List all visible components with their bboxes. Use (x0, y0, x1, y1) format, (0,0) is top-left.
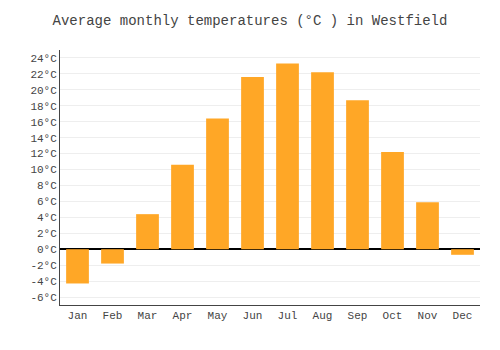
svg-text:14°C: 14°C (30, 133, 57, 145)
svg-text:4°C: 4°C (37, 212, 57, 224)
svg-text:Oct: Oct (383, 310, 403, 322)
svg-text:20°C: 20°C (30, 85, 57, 97)
svg-text:22°C: 22°C (30, 69, 57, 81)
svg-text:-6°C: -6°C (30, 292, 57, 304)
svg-text:2°C: 2°C (37, 228, 57, 240)
svg-text:24°C: 24°C (30, 53, 57, 65)
svg-text:Average monthly temperatures (: Average monthly temperatures (°C ) in We… (53, 13, 448, 29)
svg-text:0°C: 0°C (37, 244, 57, 256)
svg-text:8°C: 8°C (37, 180, 57, 192)
svg-text:16°C: 16°C (30, 117, 57, 129)
svg-text:10°C: 10°C (30, 164, 57, 176)
svg-text:12°C: 12°C (30, 148, 57, 160)
svg-text:6°C: 6°C (37, 196, 57, 208)
svg-text:Jan: Jan (68, 310, 88, 322)
svg-text:Nov: Nov (418, 310, 438, 322)
svg-text:Apr: Apr (173, 310, 193, 322)
svg-text:-2°C: -2°C (30, 260, 57, 272)
svg-text:Feb: Feb (103, 310, 123, 322)
svg-text:Mar: Mar (138, 310, 158, 322)
svg-text:Jul: Jul (278, 310, 298, 322)
svg-text:18°C: 18°C (30, 101, 57, 113)
svg-text:Sep: Sep (348, 310, 368, 322)
svg-text:Dec: Dec (453, 310, 473, 322)
svg-text:-4°C: -4°C (30, 276, 57, 288)
svg-text:May: May (208, 310, 228, 322)
svg-text:Jun: Jun (243, 310, 263, 322)
svg-text:Aug: Aug (313, 310, 333, 322)
